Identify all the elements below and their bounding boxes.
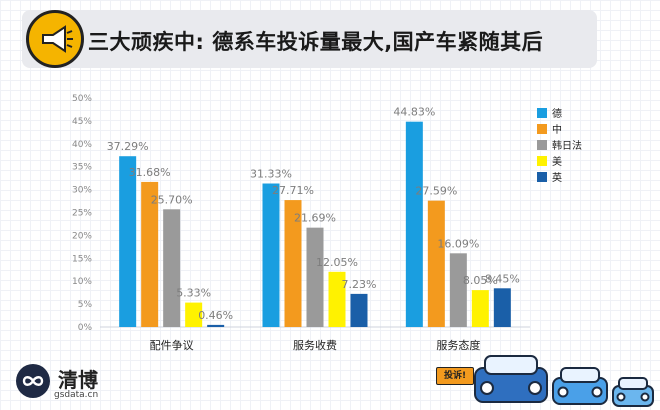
legend-swatch xyxy=(537,124,547,134)
brand-logo: 清博 gsdata.cn xyxy=(14,360,134,404)
logo-name: 清博 xyxy=(58,368,98,392)
megaphone-icon xyxy=(26,10,84,68)
legend-label: 美 xyxy=(552,155,562,168)
bar-中 xyxy=(427,200,445,327)
bar-德 xyxy=(262,183,280,327)
y-tick-label: 35% xyxy=(72,163,92,173)
infinity-glyph xyxy=(22,376,44,386)
bar-中 xyxy=(141,181,159,327)
y-tick-label: 50% xyxy=(72,94,92,104)
y-tick-label: 15% xyxy=(72,254,92,264)
y-tick-label: 25% xyxy=(72,209,92,219)
bar-美 xyxy=(471,290,489,327)
car-blue-small xyxy=(612,377,654,407)
legend-swatch xyxy=(537,140,547,150)
bar-英 xyxy=(350,293,368,327)
data-label: 12.05% xyxy=(316,256,358,269)
y-tick-label: 40% xyxy=(72,140,92,150)
bar-美 xyxy=(185,302,203,327)
legend-swatch xyxy=(537,172,547,182)
logo-domain: gsdata.cn xyxy=(54,390,99,400)
data-label: 8.45% xyxy=(485,272,520,285)
data-label: 0.46% xyxy=(198,309,233,322)
data-label: 5.33% xyxy=(176,287,211,300)
x-tick-label: 服务收费 xyxy=(293,338,337,352)
page-title: 三大顽疾中: 德系车投诉量最大,国产车紧随其后 xyxy=(88,30,544,54)
data-label: 44.83% xyxy=(393,106,435,119)
y-tick-label: 30% xyxy=(72,186,92,196)
data-label: 31.33% xyxy=(250,168,292,181)
bar-韩日法 xyxy=(306,227,324,327)
cars-illustration xyxy=(474,355,654,407)
y-tick-label: 20% xyxy=(72,231,92,241)
y-tick-label: 5% xyxy=(78,300,93,310)
x-tick-label: 服务态度 xyxy=(436,338,480,352)
bar-德 xyxy=(405,121,423,328)
legend-swatch xyxy=(537,156,547,166)
y-tick-label: 45% xyxy=(72,117,92,127)
bar-韩日法 xyxy=(163,209,181,327)
legend-label: 韩日法 xyxy=(552,139,582,152)
logo-infinity-icon xyxy=(16,364,50,398)
legend-label: 中 xyxy=(552,123,562,136)
megaphone-glyph xyxy=(42,25,73,53)
bar-韩日法 xyxy=(449,253,467,327)
data-label: 7.23% xyxy=(342,278,377,291)
data-label: 21.69% xyxy=(294,212,336,225)
legend-label: 英 xyxy=(552,171,562,184)
bar-美 xyxy=(328,271,346,327)
legend-swatch xyxy=(537,108,547,118)
y-tick-label: 10% xyxy=(72,277,92,287)
data-label: 31.68% xyxy=(129,166,171,179)
data-label: 16.09% xyxy=(437,237,479,250)
legend-label: 德 xyxy=(552,107,562,120)
data-label: 8.05% xyxy=(463,274,498,287)
complaint-badge: 投诉! xyxy=(436,367,474,385)
bar-中 xyxy=(284,200,302,327)
data-label: 37.29% xyxy=(107,140,149,153)
bar-德 xyxy=(119,156,137,327)
car-blue-medium xyxy=(552,367,608,405)
data-label: 25.70% xyxy=(151,193,193,206)
data-label: 27.59% xyxy=(415,185,457,198)
x-tick-label: 配件争议 xyxy=(150,338,194,352)
car-blue-large xyxy=(474,355,548,403)
bar-英 xyxy=(207,324,225,327)
bar-英 xyxy=(493,288,511,327)
y-tick-label: 0% xyxy=(78,323,93,333)
title-banner xyxy=(22,10,597,68)
data-label: 27.71% xyxy=(272,184,314,197)
